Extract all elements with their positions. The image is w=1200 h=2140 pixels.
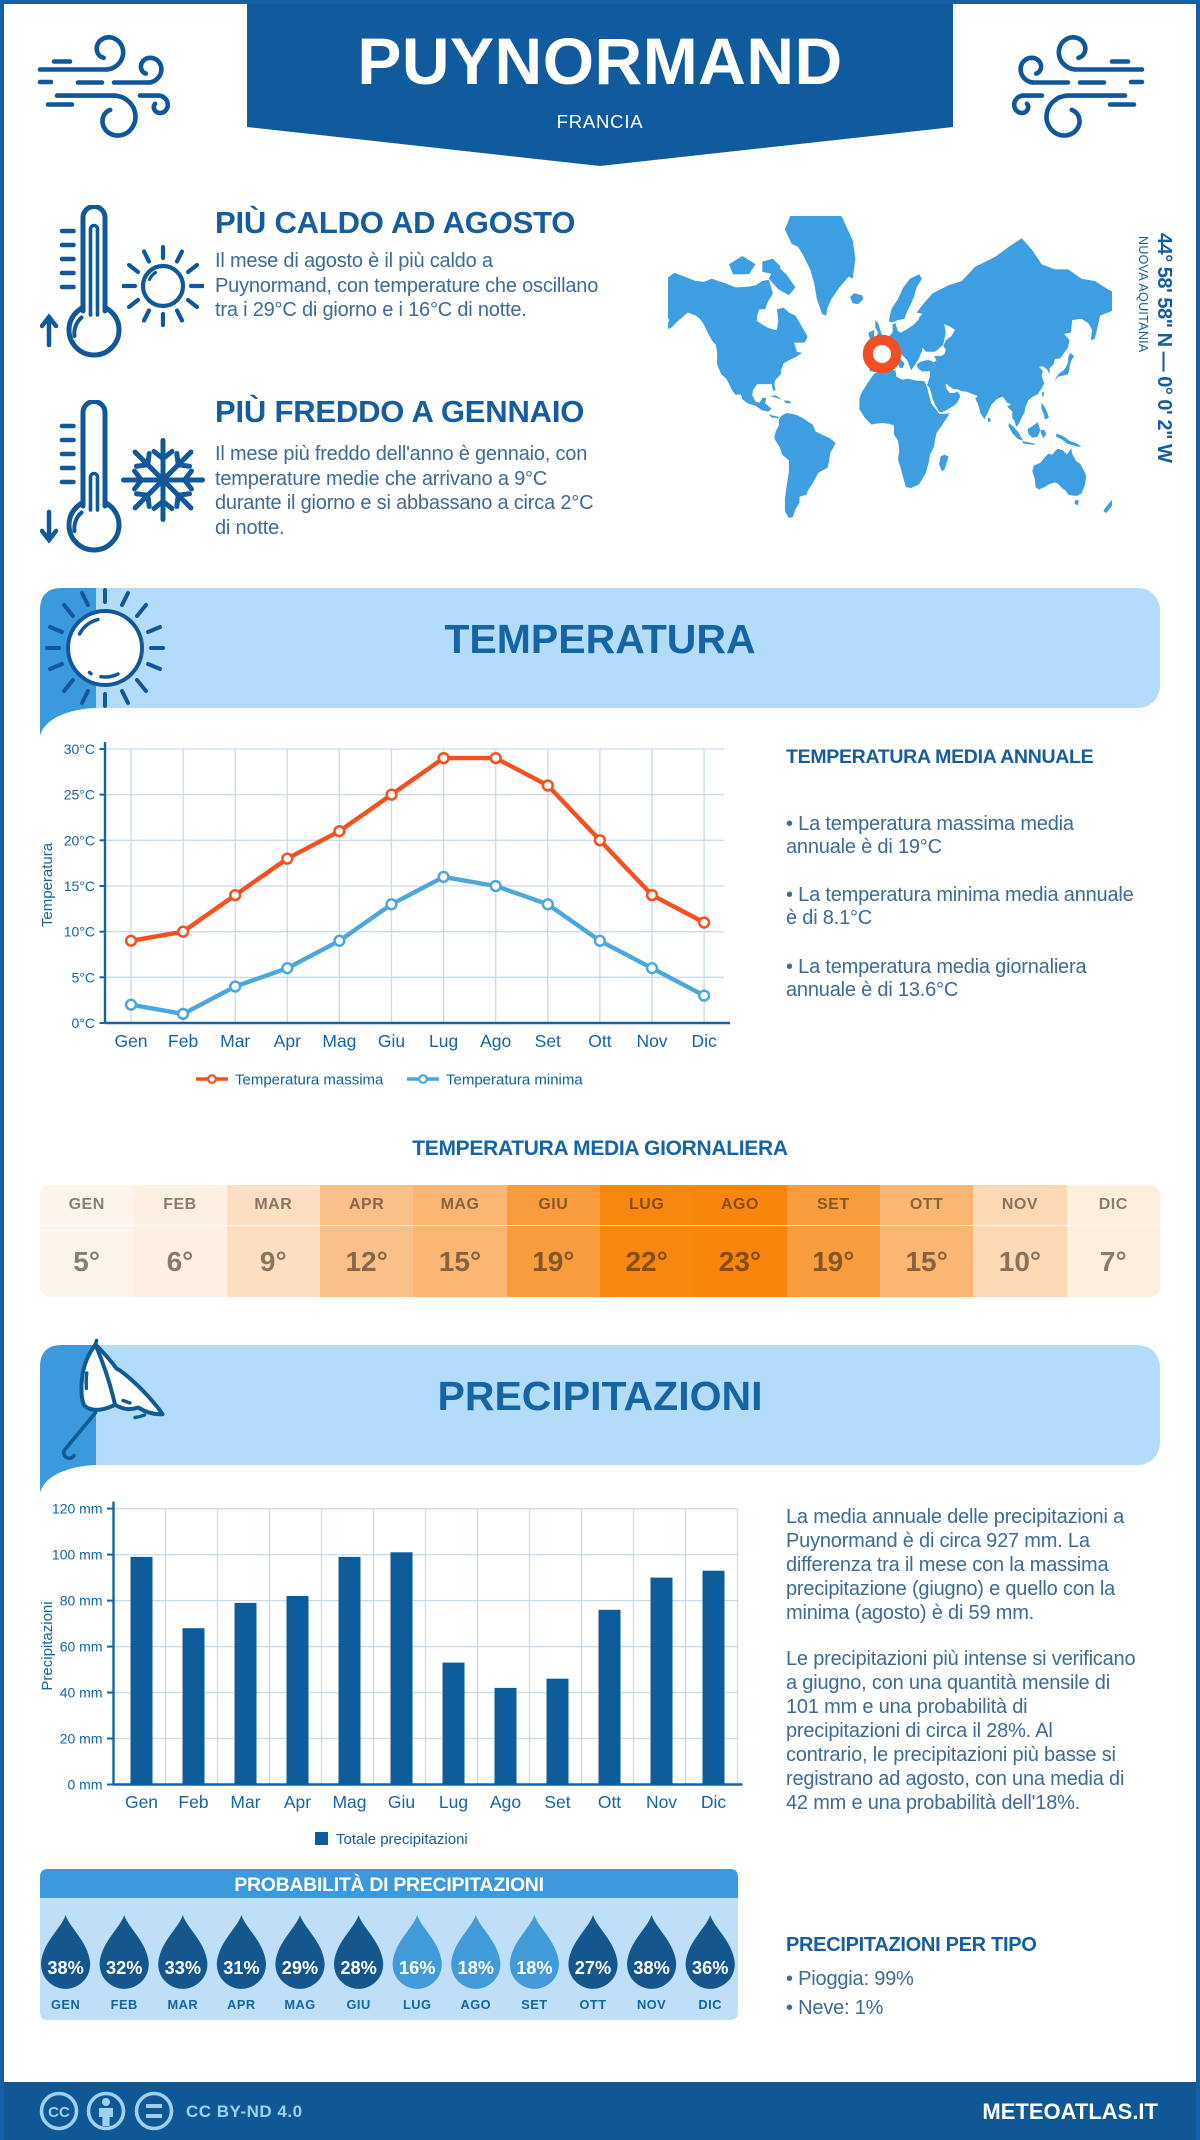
svg-text:APR: APR [227,1997,256,2012]
svg-text:LUG: LUG [403,1997,432,2012]
svg-text:18%: 18% [516,1958,552,1978]
svg-text:GEN: GEN [51,1997,80,2012]
svg-text:Mar: Mar [220,1031,250,1051]
svg-text:32%: 32% [106,1958,142,1978]
svg-text:Gen: Gen [114,1031,147,1051]
svg-text:Set: Set [535,1031,561,1051]
svg-text:Set: Set [544,1792,570,1812]
svg-text:Feb: Feb [178,1792,208,1812]
svg-text:Mag: Mag [322,1031,356,1051]
svg-text:Gen: Gen [125,1792,158,1812]
svg-text:Totale precipitazioni: Totale precipitazioni [336,1831,468,1848]
svg-text:Apr: Apr [284,1792,311,1812]
svg-text:Nov: Nov [646,1792,677,1812]
svg-text:Nov: Nov [636,1031,667,1051]
svg-text:33%: 33% [165,1958,201,1978]
svg-text:Giu: Giu [378,1031,405,1051]
svg-text:MAG: MAG [284,1997,315,2012]
svg-text:60 mm: 60 mm [60,1639,103,1655]
svg-text:Feb: Feb [168,1031,198,1051]
svg-text:25°C: 25°C [64,787,95,803]
svg-text:27%: 27% [575,1958,611,1978]
svg-text:AGO: AGO [460,1997,491,2012]
svg-text:28%: 28% [340,1958,376,1978]
svg-text:Precipitazioni: Precipitazioni [39,1601,56,1690]
svg-text:31%: 31% [223,1958,259,1978]
svg-text:40 mm: 40 mm [60,1685,103,1701]
svg-text:NOV: NOV [637,1997,666,2012]
svg-text:GIU: GIU [346,1997,370,2012]
svg-text:Giu: Giu [388,1792,415,1812]
svg-text:10°C: 10°C [64,924,95,940]
svg-text:18%: 18% [458,1958,494,1978]
svg-text:100 mm: 100 mm [52,1547,103,1563]
svg-text:Temperatura massima: Temperatura massima [235,1072,384,1089]
svg-text:0°C: 0°C [72,1015,96,1031]
svg-text:Temperatura: Temperatura [39,842,56,927]
svg-text:16%: 16% [399,1958,435,1978]
svg-text:CC: CC [48,2104,70,2121]
svg-text:Lug: Lug [429,1031,458,1051]
svg-text:80 mm: 80 mm [60,1593,103,1609]
svg-text:Dic: Dic [701,1792,727,1812]
svg-text:DIC: DIC [698,1997,722,2012]
svg-text:Ott: Ott [588,1031,611,1051]
svg-text:Ott: Ott [598,1792,621,1812]
svg-text:30°C: 30°C [64,741,95,757]
svg-text:120 mm: 120 mm [52,1501,103,1517]
svg-text:Apr: Apr [274,1031,301,1051]
svg-text:Ago: Ago [480,1031,511,1051]
svg-text:20 mm: 20 mm [60,1731,103,1747]
svg-text:Ago: Ago [490,1792,521,1812]
svg-text:Dic: Dic [691,1031,717,1051]
svg-text:20°C: 20°C [64,832,95,848]
svg-text:38%: 38% [47,1958,83,1978]
svg-text:CC BY-ND 4.0: CC BY-ND 4.0 [186,2102,303,2121]
svg-text:OTT: OTT [579,1997,606,2012]
svg-text:15°C: 15°C [64,878,95,894]
svg-text:SET: SET [521,1997,547,2012]
svg-text:36%: 36% [692,1958,728,1978]
svg-text:FEB: FEB [111,1997,138,2012]
svg-text:Mar: Mar [230,1792,260,1812]
svg-text:MAR: MAR [167,1997,198,2012]
svg-text:38%: 38% [633,1958,669,1978]
svg-text:Mag: Mag [332,1792,366,1812]
svg-text:Lug: Lug [439,1792,468,1812]
svg-text:5°C: 5°C [72,969,96,985]
svg-text:29%: 29% [282,1958,318,1978]
svg-text:0 mm: 0 mm [68,1777,103,1793]
svg-text:Temperatura minima: Temperatura minima [446,1072,583,1089]
